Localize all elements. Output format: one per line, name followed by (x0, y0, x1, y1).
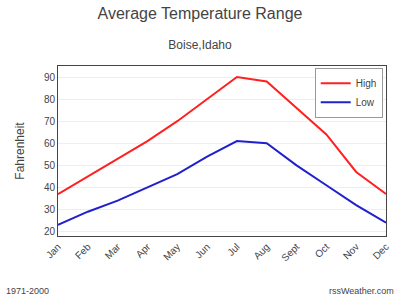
svg-text:Low: Low (356, 97, 375, 108)
svg-text:Dec: Dec (371, 241, 391, 261)
svg-text:Jul: Jul (225, 241, 242, 258)
svg-text:Jun: Jun (193, 241, 212, 260)
svg-text:60: 60 (44, 138, 56, 149)
svg-text:Jan: Jan (44, 241, 63, 260)
svg-text:Feb: Feb (73, 241, 93, 261)
svg-text:Sept: Sept (279, 241, 301, 263)
svg-text:Mar: Mar (103, 241, 123, 261)
svg-text:20: 20 (44, 226, 56, 237)
svg-text:80: 80 (44, 94, 56, 105)
svg-text:Apr: Apr (134, 241, 153, 260)
svg-text:Fahrenheit: Fahrenheit (13, 122, 27, 180)
svg-text:May: May (161, 241, 182, 262)
svg-text:50: 50 (44, 160, 56, 171)
svg-text:Boise,Idaho: Boise,Idaho (168, 38, 232, 52)
svg-text:rssWeather.com: rssWeather.com (329, 286, 394, 296)
svg-text:30: 30 (44, 204, 56, 215)
svg-text:40: 40 (44, 182, 56, 193)
svg-text:Average Temperature Range: Average Temperature Range (98, 5, 303, 22)
svg-text:Oct: Oct (313, 241, 332, 260)
svg-text:High: High (356, 78, 377, 89)
svg-text:Nov: Nov (341, 241, 361, 261)
svg-text:70: 70 (44, 116, 56, 127)
svg-text:Aug: Aug (251, 241, 271, 261)
svg-text:1971-2000: 1971-2000 (6, 286, 49, 296)
svg-text:90: 90 (44, 72, 56, 83)
